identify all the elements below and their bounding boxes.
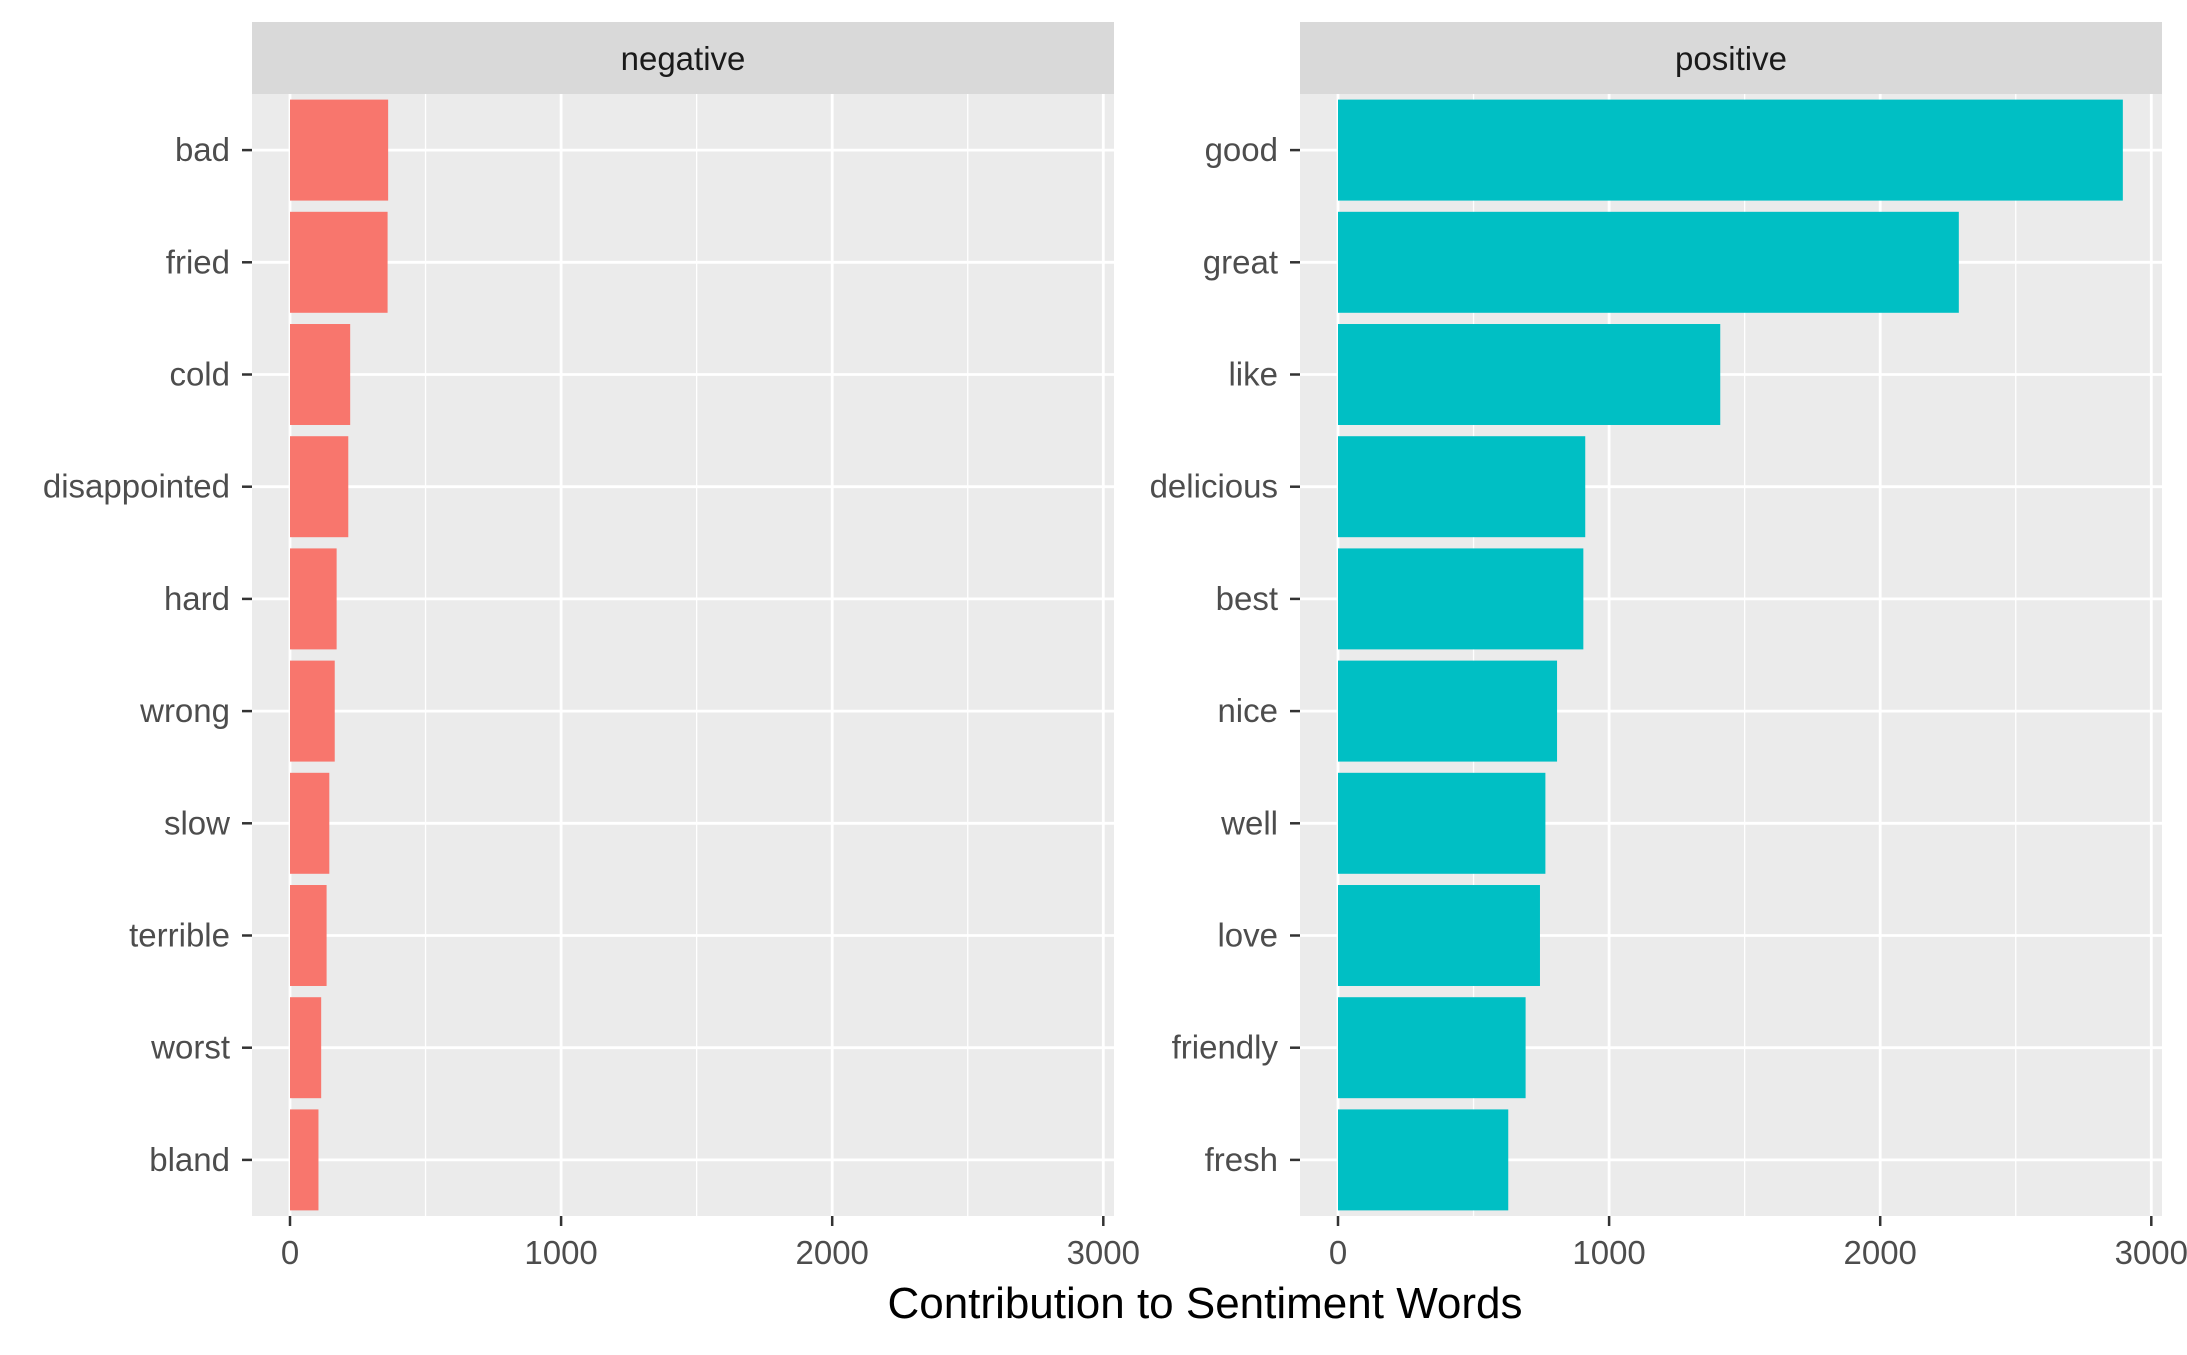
x-tick-label: 2000 (1843, 1234, 1916, 1271)
bar-love (1338, 885, 1540, 986)
bar-nice (1338, 660, 1558, 762)
facet-strip-label: negative (621, 40, 746, 77)
bar-friendly (1338, 997, 1526, 1099)
bar-good (1338, 99, 2123, 201)
x-tick-label: 1000 (524, 1234, 597, 1271)
category-label: love (1217, 917, 1278, 954)
bar-terrible (290, 885, 327, 986)
category-label: good (1205, 131, 1278, 168)
bar-delicious (1338, 436, 1586, 538)
category-label: great (1203, 243, 1278, 280)
facet-strip-label: positive (1675, 40, 1787, 77)
facet-strip (1300, 22, 2162, 94)
panel-positive: positive good great like delicious best nice we… (1150, 22, 2187, 1271)
facet-strip (252, 22, 1114, 94)
bar-slow (290, 772, 330, 874)
bar-fresh (1338, 1109, 1509, 1211)
category-label: friendly (1172, 1029, 1279, 1066)
category-label: nice (1217, 692, 1278, 729)
bar-hard (290, 548, 337, 650)
category-label: terrible (129, 917, 230, 954)
bar-bland (290, 1109, 319, 1211)
category-label: hard (164, 580, 230, 617)
bar-like (1338, 324, 1721, 425)
x-tick-label: 0 (1329, 1234, 1347, 1271)
x-axis-title: Contribution to Sentiment Words (887, 1279, 1522, 1328)
category-label: fresh (1205, 1141, 1278, 1178)
bar-fried (290, 211, 388, 313)
bar-great (1338, 211, 1959, 313)
bar-bad (290, 99, 389, 201)
bar-cold (290, 324, 351, 425)
category-label: worst (150, 1029, 230, 1066)
category-label: like (1228, 356, 1278, 393)
bar-wrong (290, 660, 335, 762)
category-label: slow (164, 804, 230, 841)
x-tick-label: 3000 (2115, 1234, 2187, 1271)
category-label: delicious (1150, 468, 1278, 505)
bar-well (1338, 772, 1546, 874)
category-label: bland (149, 1141, 230, 1178)
category-label: fried (166, 243, 230, 280)
x-tick-label: 0 (281, 1234, 299, 1271)
panel-negative: negative bad fried cold disappointed hard wron… (43, 22, 1140, 1271)
bar-worst (290, 997, 322, 1099)
x-tick-label: 3000 (1067, 1234, 1140, 1271)
bar-best (1338, 548, 1584, 650)
x-tick-label: 1000 (1572, 1234, 1645, 1271)
category-label: disappointed (43, 468, 230, 505)
category-label: bad (175, 131, 230, 168)
category-label: best (1216, 580, 1278, 617)
category-label: wrong (139, 692, 230, 729)
panel-background (252, 94, 1114, 1216)
x-tick-label: 2000 (795, 1234, 868, 1271)
category-label: cold (169, 356, 230, 393)
category-label: well (1220, 804, 1278, 841)
bar-disappointed (290, 436, 349, 538)
